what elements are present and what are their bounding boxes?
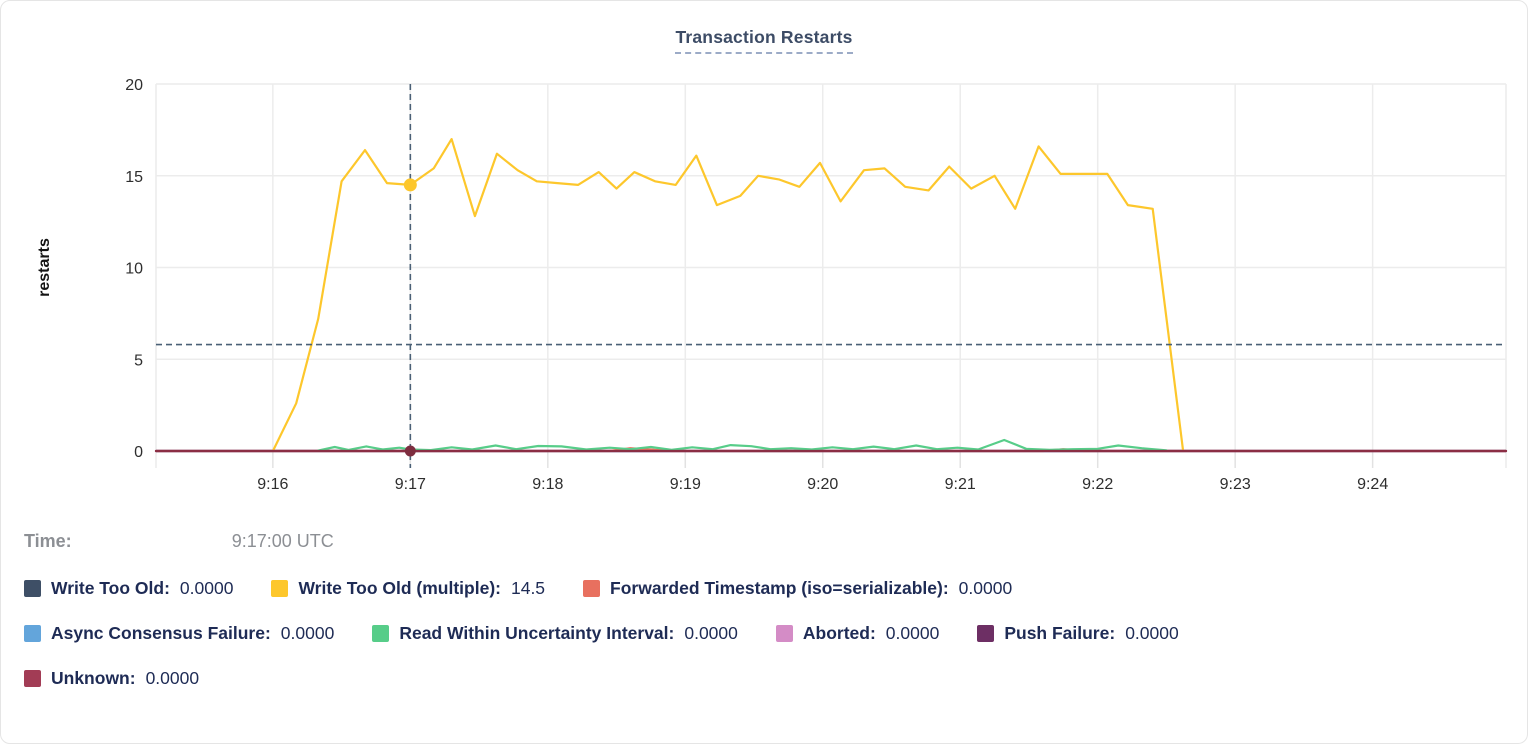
x-tick-label: 9:19 [670, 476, 701, 493]
time-value: 9:17:00 UTC [231, 531, 334, 551]
legend-swatch-unknown [24, 670, 41, 687]
x-tick-label: 9:22 [1082, 476, 1113, 493]
legend-label: Write Too Old (multiple): [298, 578, 501, 598]
y-axis-label: restarts [36, 238, 53, 297]
legend-label: Write Too Old: [51, 578, 170, 598]
x-tick-label: 9:21 [945, 476, 976, 493]
chart-plot-area[interactable]: 0 5 10 15 20 9:16 9:17 9:18 9:19 9:20 9:21 9:22 9:23… [1, 1, 1528, 501]
x-tick-label: 9:16 [257, 476, 288, 493]
time-label: Time: [24, 531, 72, 551]
legend-row-2: Async Consensus Failure: 0.0000 Read Withi… [24, 623, 1527, 644]
legend-item-forwarded-timestamp-iso-serializable[interactable]: Forwarded Timestamp (iso=serializable): 0… [583, 578, 1012, 599]
legend-label: Read Within Uncertainty Interval: [399, 623, 675, 643]
legend-item-async-consensus-failure[interactable]: Async Consensus Failure: 0.0000 [24, 623, 334, 644]
series-line-write-too-old-multiple [271, 138, 1185, 453]
hover-point-unknown [404, 445, 416, 457]
legend-value: 14.5 [510, 578, 546, 598]
legend-swatch-forwarded-timestamp-iso-serializable [583, 580, 601, 597]
legend-label: Async Consensus Failure: [51, 623, 271, 643]
legend-label: Aborted: [802, 623, 876, 643]
legend-value: 0.0000 [885, 623, 940, 643]
legend-value: 0.0000 [1125, 623, 1179, 643]
series-line-read-within-uncertainty-interval [317, 438, 1168, 452]
y-tick-label: 5 [134, 352, 143, 369]
legend-swatch-write-too-old [24, 580, 41, 597]
legend-value: 0.0000 [958, 578, 1013, 598]
hover-time-row: Time: 9:17:00 UTC [24, 531, 1527, 552]
x-tick-label: 9:23 [1220, 476, 1251, 493]
legend-swatch-write-too-old-multiple [271, 580, 289, 597]
legend-swatch-aborted [775, 625, 793, 642]
chart-title-wrap: Transaction Restarts [1, 27, 1527, 54]
x-tick-label: 9:18 [532, 476, 563, 493]
hover-point-write-too-old-multiple [403, 178, 417, 192]
legend-item-unknown[interactable]: Unknown: 0.0000 [24, 668, 199, 689]
legend-item-write-too-old[interactable]: Write Too Old: 0.0000 [24, 578, 233, 599]
legend-swatch-push-failure [977, 625, 995, 642]
chart-legend: Write Too Old: 0.0000 Write Too Old (multi… [24, 578, 1527, 689]
legend-item-aborted[interactable]: Aborted: 0.0000 [775, 623, 940, 644]
legend-value: 0.0000 [179, 578, 234, 598]
legend-swatch-read-within-uncertainty-interval [372, 625, 390, 642]
legend-item-push-failure[interactable]: Push Failure: 0.0000 [977, 623, 1179, 644]
y-tick-label: 15 [125, 169, 143, 186]
legend-row-1: Write Too Old: 0.0000 Write Too Old (multi… [24, 578, 1527, 599]
y-tick-label: 20 [125, 77, 143, 94]
y-tick-label: 10 [125, 261, 143, 278]
legend-swatch-async-consensus-failure [24, 625, 41, 642]
x-tick-label: 9:17 [395, 476, 426, 493]
x-tick-label: 9:20 [807, 476, 838, 493]
legend-label: Push Failure: [1004, 623, 1116, 643]
y-tick-label: 0 [134, 444, 143, 461]
legend-value: 0.0000 [280, 623, 335, 643]
legend-value: 0.0000 [145, 668, 200, 688]
x-tick-label: 9:24 [1357, 476, 1388, 493]
legend-item-read-within-uncertainty-interval[interactable]: Read Within Uncertainty Interval: 0.0000 [372, 623, 738, 644]
legend-label: Unknown: [51, 668, 136, 688]
legend-label: Forwarded Timestamp (iso=serializable): [610, 578, 949, 598]
legend-item-write-too-old-multiple[interactable]: Write Too Old (multiple): 14.5 [271, 578, 545, 599]
legend-row-3: Unknown: 0.0000 [24, 668, 1527, 689]
chart-title[interactable]: Transaction Restarts [675, 27, 853, 54]
legend-value: 0.0000 [684, 623, 738, 643]
